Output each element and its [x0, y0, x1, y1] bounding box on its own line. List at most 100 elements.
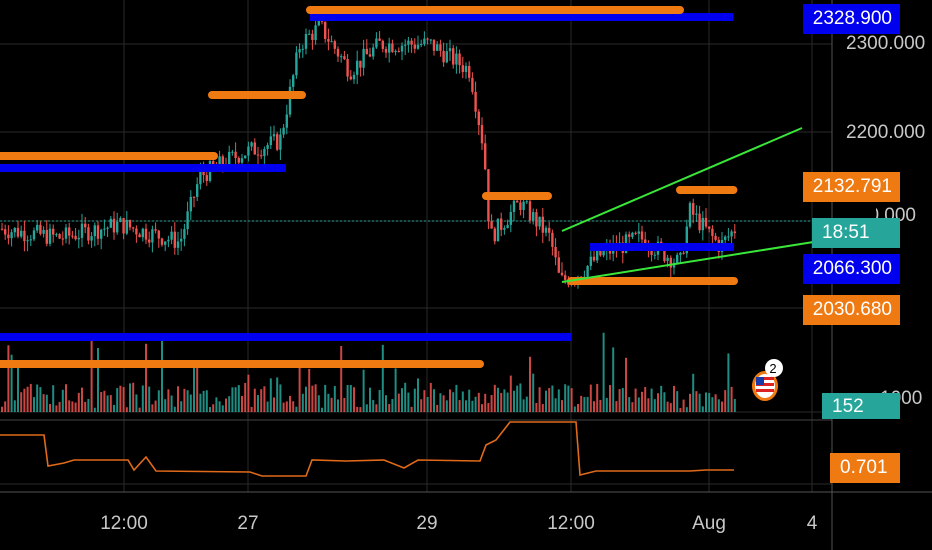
volume-bar [87, 398, 90, 412]
volume-bar [397, 393, 400, 412]
volume-bar [209, 407, 211, 412]
candle-body [336, 48, 340, 57]
candle-body [445, 51, 448, 63]
volume-bar [375, 404, 378, 412]
candle-body [64, 227, 68, 239]
candle-body [0, 228, 4, 230]
candle-body [250, 142, 253, 147]
price-tick-2200: 2200.000 [846, 122, 926, 143]
candle-body [471, 77, 474, 92]
candle-body [244, 155, 247, 159]
candle-body [650, 250, 653, 255]
candle-body [74, 235, 77, 240]
volume-bar [669, 403, 672, 412]
candle-body [122, 218, 125, 234]
candle-body [272, 134, 276, 137]
time-tick-label: 12:00 [547, 513, 595, 534]
volume-bar [449, 389, 451, 412]
candle-body [247, 146, 250, 156]
volume-bar [263, 386, 266, 412]
candle-body [333, 41, 336, 49]
candle-body [692, 203, 695, 215]
candle-body [420, 44, 423, 46]
candle-body [26, 240, 29, 242]
volume-bar [369, 387, 371, 412]
candle-body [663, 246, 666, 261]
volume-bar [346, 384, 349, 412]
volume-bar [577, 404, 579, 412]
volume-bar [442, 395, 445, 412]
volume-bar [647, 398, 650, 412]
candle-body [426, 38, 429, 40]
price-tick-2300: 2300.000 [846, 33, 926, 54]
volume-bar [84, 401, 87, 412]
volume-bar [250, 406, 253, 412]
candle-body [234, 151, 237, 159]
candle-body [637, 231, 640, 234]
volume-bar [362, 369, 365, 412]
candle-body [714, 235, 717, 240]
candle-body [301, 48, 304, 50]
candle-body [317, 20, 320, 26]
candle-body [432, 39, 436, 51]
volume-bar [289, 395, 291, 412]
volume-bar [417, 378, 419, 412]
candle-body [359, 60, 362, 68]
volume-bar [215, 397, 218, 412]
candle-body [679, 252, 682, 255]
volume-bar [583, 397, 586, 412]
volume-bar [333, 385, 336, 412]
candle-body [695, 213, 698, 215]
volume-bar [452, 392, 455, 412]
volume-bar [167, 389, 170, 412]
volume-bar [321, 407, 323, 412]
volume-bar [68, 400, 71, 412]
candle-body [48, 228, 52, 244]
volume-bar [673, 385, 675, 412]
candle-body [516, 200, 519, 203]
candle-body [564, 275, 567, 280]
us-flag-icon[interactable]: 2 [750, 358, 784, 404]
candle-body [400, 45, 404, 52]
time-tick-label: 4 [807, 513, 818, 534]
volume-bar [148, 386, 151, 412]
candle-body [183, 229, 186, 239]
candle-body [32, 230, 36, 240]
volume-bar [125, 407, 128, 412]
volume-bar [199, 393, 202, 412]
candle-body [506, 224, 509, 229]
trendline-upper [561, 127, 803, 232]
volume-bar [39, 387, 42, 412]
candle-body [724, 236, 727, 241]
volume-bar [484, 393, 487, 412]
candle-body [311, 33, 314, 41]
candle-body [704, 217, 708, 227]
candle-body [634, 232, 637, 234]
volume-bar [458, 400, 461, 412]
volume-bar [49, 403, 51, 412]
volume-bar [353, 387, 355, 412]
volume-bar [317, 395, 320, 412]
candle-body [452, 48, 455, 65]
volume-bar [109, 395, 112, 412]
candle-body [455, 53, 458, 65]
volume-bar [183, 388, 186, 412]
volume-bar [500, 392, 503, 412]
candle-body [592, 256, 596, 261]
volume-bar [721, 401, 723, 412]
candle-body [327, 38, 330, 42]
candle-body [42, 229, 45, 234]
candle-body [468, 66, 471, 78]
volume-bar [77, 392, 80, 412]
volume-bar [301, 393, 304, 412]
candle-body [189, 196, 192, 212]
candle-body [269, 136, 272, 146]
volume-bar [1, 406, 3, 412]
candle-body [176, 241, 180, 248]
candle-body [170, 231, 173, 240]
volume-bar [525, 396, 528, 412]
candle-body [109, 218, 112, 228]
volume-bar [692, 373, 695, 412]
